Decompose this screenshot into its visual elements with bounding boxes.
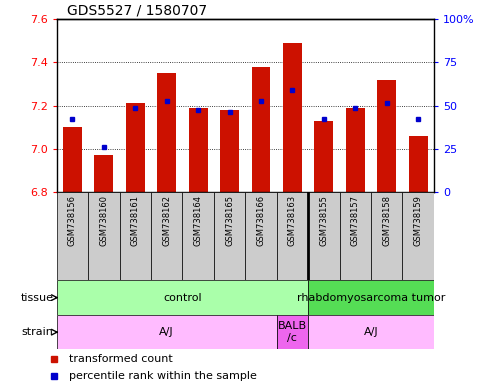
Bar bbox=[220, 110, 239, 192]
Bar bbox=[371, 192, 402, 280]
Bar bbox=[402, 192, 434, 280]
Text: GSM738156: GSM738156 bbox=[68, 195, 77, 246]
Text: control: control bbox=[163, 293, 202, 303]
Bar bbox=[214, 192, 246, 280]
Text: rhabdomyosarcoma tumor: rhabdomyosarcoma tumor bbox=[297, 293, 445, 303]
Text: GSM738161: GSM738161 bbox=[131, 195, 140, 246]
Text: percentile rank within the sample: percentile rank within the sample bbox=[70, 371, 257, 381]
Text: GSM738164: GSM738164 bbox=[194, 195, 203, 246]
Text: BALB
/c: BALB /c bbox=[278, 321, 307, 343]
Text: GSM738155: GSM738155 bbox=[319, 195, 328, 245]
Bar bbox=[315, 121, 333, 192]
Bar bbox=[245, 192, 277, 280]
Bar bbox=[283, 43, 302, 192]
Bar bbox=[189, 108, 208, 192]
Text: GSM738160: GSM738160 bbox=[99, 195, 108, 246]
Bar bbox=[151, 192, 182, 280]
Text: tissue: tissue bbox=[21, 293, 54, 303]
Text: A/J: A/J bbox=[364, 327, 378, 337]
Bar bbox=[308, 280, 434, 315]
Bar bbox=[277, 315, 308, 349]
Bar bbox=[308, 315, 434, 349]
Bar bbox=[251, 67, 270, 192]
Bar bbox=[377, 80, 396, 192]
Text: GSM738163: GSM738163 bbox=[288, 195, 297, 246]
Bar bbox=[119, 192, 151, 280]
Text: GSM738159: GSM738159 bbox=[414, 195, 423, 245]
Text: GSM738166: GSM738166 bbox=[256, 195, 266, 246]
Bar bbox=[409, 136, 427, 192]
Bar bbox=[88, 192, 119, 280]
Text: transformed count: transformed count bbox=[70, 354, 173, 364]
Text: GSM738165: GSM738165 bbox=[225, 195, 234, 246]
Text: GDS5527 / 1580707: GDS5527 / 1580707 bbox=[67, 3, 207, 17]
Bar bbox=[340, 192, 371, 280]
Bar bbox=[308, 192, 340, 280]
Bar bbox=[57, 315, 277, 349]
Bar bbox=[94, 155, 113, 192]
Text: GSM738162: GSM738162 bbox=[162, 195, 171, 246]
Bar bbox=[346, 108, 365, 192]
Text: GSM738158: GSM738158 bbox=[382, 195, 391, 246]
Bar bbox=[57, 280, 308, 315]
Bar bbox=[157, 73, 176, 192]
Bar bbox=[182, 192, 214, 280]
Bar bbox=[126, 103, 145, 192]
Text: strain: strain bbox=[22, 327, 54, 337]
Text: GSM738157: GSM738157 bbox=[351, 195, 360, 246]
Text: A/J: A/J bbox=[159, 327, 174, 337]
Bar bbox=[57, 192, 88, 280]
Bar bbox=[277, 192, 308, 280]
Bar bbox=[63, 127, 82, 192]
